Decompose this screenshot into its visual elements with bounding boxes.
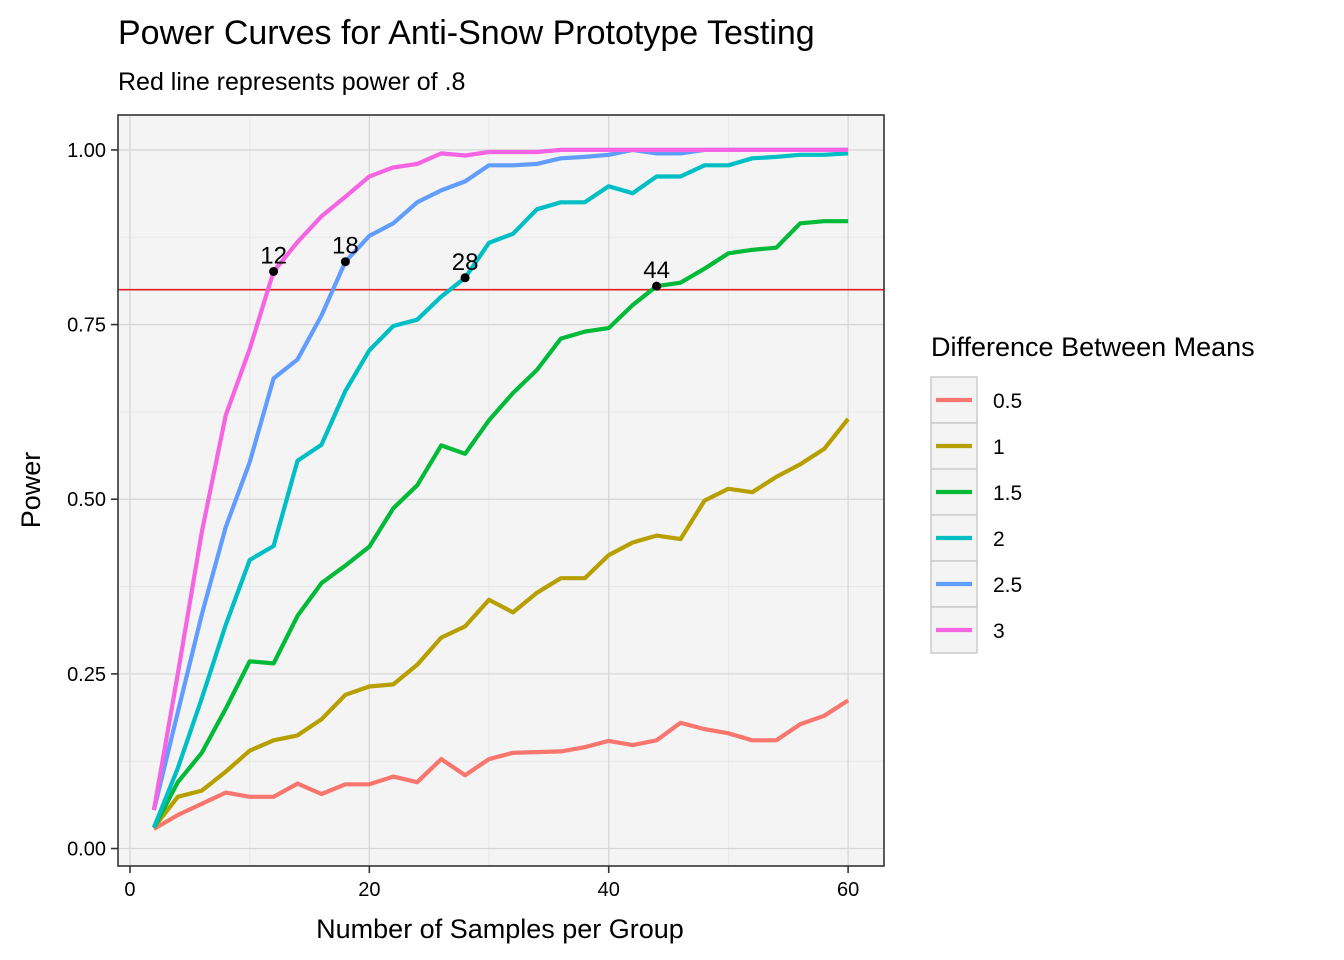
x-tick-label: 20 [358, 879, 380, 901]
annotation-label: 18 [332, 233, 359, 260]
y-tick-label: 0.25 [67, 664, 106, 686]
series-line-3 [151, 147, 849, 811]
x-tick-label: 60 [837, 879, 859, 901]
legend-label: 1 [993, 436, 1005, 459]
legend-items: 0.5 1 1.5 2 2.5 3 [930, 376, 1022, 654]
x-axis-title: Number of Samples per Group [316, 914, 684, 944]
annotation-point [340, 257, 350, 267]
legend-label: 2.5 [993, 574, 1022, 597]
y-tick-label: 0.75 [67, 315, 106, 337]
y-tick-label: 1.00 [67, 140, 106, 162]
x-tick-label: 0 [124, 879, 135, 901]
x-tick-label: 40 [598, 879, 620, 901]
x-axis: 0 20 40 60 [124, 866, 859, 901]
series-line-2 [151, 151, 849, 829]
annotation-point [460, 273, 470, 283]
series-line-0-5 [152, 698, 850, 831]
annotations: 12 18 28 44 [260, 233, 670, 291]
y-tick-label: 0.50 [67, 489, 106, 511]
plot-panel [118, 115, 884, 866]
y-axis-title: Power [16, 452, 46, 529]
legend-label: 2 [993, 528, 1005, 551]
legend: Difference Between Means 0.5 1 1.5 2 2.5 3 [930, 332, 1255, 654]
series-line-1 [152, 417, 850, 829]
y-axis: 0.00 0.25 0.50 0.75 1.00 [67, 140, 118, 861]
plot-panel-border [117, 114, 885, 867]
annotation-point [652, 281, 662, 291]
chart-subtitle: Red line represents power of .8 [118, 68, 465, 96]
legend-title: Difference Between Means [931, 332, 1255, 362]
annotation-point [269, 266, 279, 276]
series-lines [151, 147, 850, 831]
annotation-label: 44 [643, 257, 670, 284]
annotation-label: 12 [260, 242, 287, 269]
legend-label: 1.5 [993, 482, 1022, 505]
annotation-label: 28 [452, 249, 479, 276]
legend-label: 3 [993, 620, 1005, 643]
legend-label: 0.5 [993, 390, 1022, 413]
chart-title: Power Curves for Anti-Snow Prototype Tes… [118, 14, 815, 52]
series-line-1-5 [152, 219, 849, 829]
y-tick-label: 0.00 [67, 839, 106, 861]
